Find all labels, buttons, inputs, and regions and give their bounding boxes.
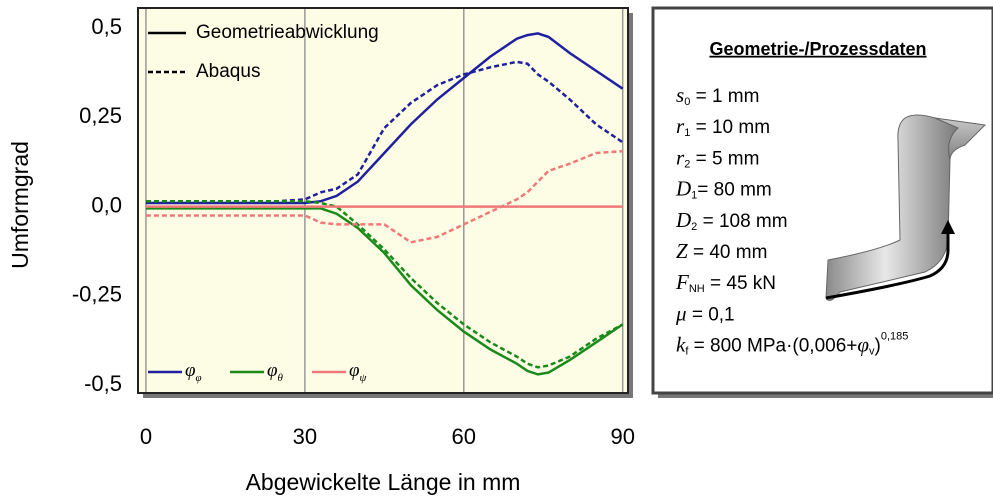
x-tick-label: 0: [140, 424, 152, 449]
panel-text: = 40 mm: [688, 242, 768, 263]
panel-text: k: [676, 332, 686, 356]
y-tick-label: -0,25: [72, 282, 122, 307]
x-tick-label: 30: [293, 424, 317, 449]
panel-line: r2 = 5 mm: [676, 145, 759, 170]
part-image: [825, 114, 987, 301]
panel-text: 0: [684, 96, 690, 108]
x-tick-label: 90: [610, 424, 634, 449]
panel-text: D: [675, 208, 691, 232]
series-line: [145, 207, 624, 376]
panel-text: 2: [691, 221, 697, 233]
legend-label: φθ: [267, 360, 284, 383]
panel-text: r: [676, 114, 685, 138]
y-tick-label: 0,0: [91, 192, 122, 217]
panel-title: Geometrie-/Prozessdaten: [709, 39, 926, 59]
y-tick-label: 0,5: [91, 14, 122, 39]
panel-text: 1: [691, 190, 697, 202]
panel-text: = 5 mm: [690, 148, 759, 169]
panel-text: D: [675, 176, 691, 200]
panel-line: D2 = 108 mm: [675, 208, 788, 233]
panel-text: = 108 mm: [697, 211, 787, 232]
panel-text: 1: [684, 127, 690, 139]
y-tick-label: 0,25: [79, 103, 122, 128]
panel-line: FNH = 45 kN: [675, 270, 776, 295]
legend-label: Abaqus: [196, 61, 260, 82]
legend-subscript: φ: [196, 372, 202, 384]
legend-symbol: φ: [185, 360, 196, 381]
panel-text: = 0,1: [687, 304, 735, 325]
legend-label: φφ: [185, 360, 202, 383]
panel-text: v: [869, 346, 875, 358]
panel-line: s0 = 1 mm: [676, 83, 759, 108]
panel-text: r: [676, 145, 685, 169]
panel-text: μ: [675, 301, 687, 325]
panel-text: = 1 mm: [690, 86, 759, 107]
panel-text: = 80 mm: [697, 180, 771, 201]
y-axis-label: Umformgrad: [7, 141, 33, 269]
panel-text: Z: [676, 239, 688, 263]
legend-symbol: φ: [267, 360, 278, 381]
panel-text: ): [875, 336, 881, 357]
panel-text: φ: [857, 332, 869, 356]
panel-text: s: [676, 83, 684, 107]
x-axis-label: Abgewickelte Länge in mm: [246, 469, 521, 495]
panel-text: F: [675, 270, 689, 294]
panel-line: μ = 0,1: [675, 301, 735, 325]
y-tick-label: -0,5: [84, 371, 122, 396]
panel-line: r1 = 10 mm: [676, 114, 770, 139]
panel-text: 2: [684, 158, 690, 170]
legend-symbol: φ: [349, 360, 360, 381]
panel-line: D1= 80 mm: [675, 176, 772, 201]
legend-label: φψ: [349, 360, 367, 383]
panel-text: 0,185: [881, 331, 909, 343]
series-line: [145, 199, 624, 369]
series-line: [145, 149, 623, 244]
legend-subscript: θ: [278, 372, 284, 384]
panel-text: = 10 mm: [690, 117, 770, 138]
panel-text: NH: [689, 283, 705, 295]
panel-line: Z = 40 mm: [676, 239, 767, 263]
legend-label: Geometrieabwicklung: [196, 22, 379, 43]
panel-text: = 45 kN: [705, 273, 776, 294]
panel-line: kf = 800 MPa·(0,006+φv)0,185: [676, 331, 908, 358]
panel-text: = 800 MPa·(0,006+: [688, 336, 857, 357]
panel-text: f: [685, 346, 689, 358]
x-tick-label: 60: [452, 424, 476, 449]
series-line: [145, 32, 624, 205]
legend-subscript: ψ: [360, 372, 367, 384]
